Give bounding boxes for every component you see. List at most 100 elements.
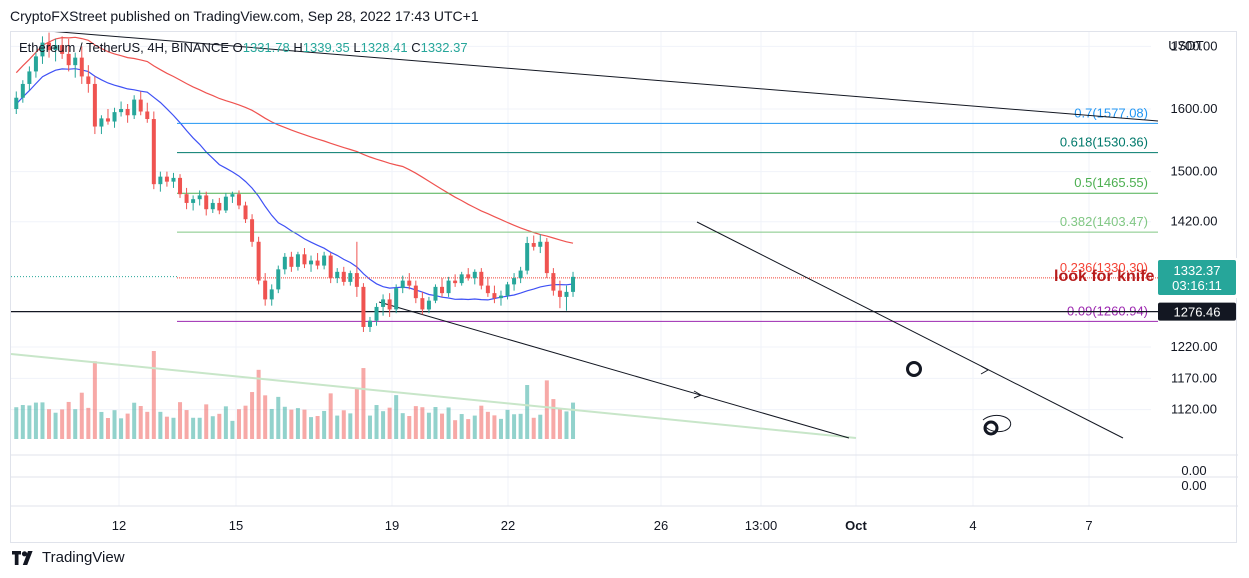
candle-body bbox=[151, 119, 156, 185]
chart-grid bbox=[11, 32, 1238, 507]
candle-body bbox=[99, 118, 104, 127]
volume-bar bbox=[164, 416, 169, 439]
fib-level-label: 0.618(1530.36) bbox=[1060, 135, 1148, 150]
volume-bar bbox=[472, 415, 477, 439]
candle-body bbox=[66, 53, 71, 66]
volume-bar bbox=[263, 395, 268, 439]
candle-body bbox=[413, 285, 418, 299]
lower-channel-line bbox=[378, 301, 850, 439]
volume-bar bbox=[125, 413, 130, 439]
volume-bar bbox=[14, 407, 19, 439]
volume-bar bbox=[446, 407, 451, 439]
candle-body bbox=[525, 243, 530, 271]
volume-bar bbox=[544, 380, 549, 439]
volume-bar bbox=[282, 406, 287, 439]
volume-bar bbox=[250, 392, 255, 439]
volume-tick-label: 0.00 bbox=[1181, 478, 1206, 493]
volume-bar bbox=[341, 410, 346, 439]
volume-bar bbox=[367, 415, 372, 439]
candle-body bbox=[551, 273, 556, 291]
volume-bar bbox=[551, 399, 556, 439]
candle-body bbox=[440, 286, 445, 294]
volume-bar bbox=[485, 411, 490, 439]
bar-countdown: 03:16:11 bbox=[1172, 278, 1222, 293]
volume-bar bbox=[184, 410, 189, 439]
candle-body bbox=[269, 289, 274, 300]
candle-body bbox=[178, 177, 183, 195]
candle-body bbox=[453, 280, 458, 284]
volume-bar bbox=[420, 407, 425, 439]
candle-body bbox=[433, 286, 438, 301]
volume-bar bbox=[151, 351, 156, 439]
slow-moving-average-line bbox=[15, 36, 574, 244]
volume-bar bbox=[315, 416, 320, 439]
candle-body bbox=[512, 278, 517, 285]
footer-brand[interactable]: TradingView bbox=[42, 549, 125, 566]
candle-body bbox=[544, 241, 549, 274]
candle-body bbox=[571, 276, 576, 292]
y-tick-label: 1700.00 bbox=[1171, 38, 1218, 53]
x-tick-label: 4 bbox=[969, 518, 976, 533]
x-tick-label: 12 bbox=[112, 518, 126, 533]
volume-bar bbox=[479, 405, 484, 439]
volume-bar bbox=[276, 396, 281, 439]
candle-body bbox=[381, 299, 386, 307]
y-tick-label: 1120.00 bbox=[1171, 402, 1217, 417]
volume-bar bbox=[138, 406, 143, 439]
volume-bar bbox=[33, 402, 38, 439]
candle-body bbox=[498, 295, 503, 299]
volume-bar bbox=[92, 361, 97, 439]
candle-body bbox=[302, 254, 307, 265]
y-tick-label: 1220.00 bbox=[1171, 339, 1218, 354]
candle-body bbox=[387, 299, 392, 310]
candle-body bbox=[426, 300, 431, 310]
volume-bar bbox=[407, 416, 412, 439]
candle-body bbox=[328, 255, 333, 279]
last-price-badge bbox=[1158, 260, 1236, 295]
candle-body bbox=[472, 271, 477, 279]
legend-c-label: C bbox=[411, 40, 420, 55]
candle-body bbox=[191, 199, 196, 203]
x-tick-label: Oct bbox=[845, 518, 867, 533]
candle-body bbox=[223, 196, 228, 211]
legend-l-label: L bbox=[353, 40, 360, 55]
annotation-text: look for knife bbox=[1054, 268, 1155, 285]
volume-bar bbox=[374, 405, 379, 439]
volume-bar bbox=[40, 402, 45, 439]
moving-averages bbox=[11, 36, 857, 439]
chart-frame[interactable]: 0.7(1577.08) 0.618(1530.36) 0.5(1465.55) 0.… bbox=[10, 31, 1238, 544]
volume-bar bbox=[309, 417, 314, 439]
volume-bar bbox=[394, 395, 399, 439]
fib-level-label: 0.09(1260.94) bbox=[1067, 303, 1148, 318]
candles bbox=[14, 32, 576, 332]
arrow-icon bbox=[693, 390, 703, 399]
legend-low: 1328.41 bbox=[361, 40, 412, 55]
fib-level-label: 0.382(1403.47) bbox=[1060, 214, 1148, 229]
circle-marker-icon bbox=[906, 361, 922, 377]
volume-bar bbox=[348, 413, 353, 439]
candle-body bbox=[86, 76, 91, 84]
volume-bar bbox=[505, 409, 510, 439]
candle-body bbox=[210, 202, 215, 210]
price-chart[interactable]: 0.7(1577.08) 0.618(1530.36) 0.5(1465.55) 0.… bbox=[11, 32, 1238, 544]
legend-close: 1332.37 bbox=[421, 40, 468, 55]
fib-level-label: 0.236(1330.30) bbox=[1060, 260, 1148, 275]
candle-body bbox=[322, 255, 327, 266]
volume-bar bbox=[354, 387, 359, 439]
volume-bar bbox=[145, 411, 150, 439]
volume-bar bbox=[204, 404, 209, 439]
y-tick-label: 1600.00 bbox=[1171, 101, 1218, 116]
candle-body bbox=[407, 280, 412, 286]
candle-body bbox=[341, 271, 346, 282]
candle-body bbox=[125, 109, 130, 116]
volume-bar bbox=[413, 406, 418, 439]
volume-bar bbox=[557, 408, 562, 439]
volume-bar bbox=[99, 411, 104, 439]
candle-body bbox=[348, 273, 353, 282]
fast-moving-average-line bbox=[15, 68, 574, 301]
volume-bar bbox=[381, 411, 386, 439]
candle-body bbox=[518, 270, 523, 279]
candle-body bbox=[236, 194, 241, 206]
tradingview-logo-icon[interactable] bbox=[12, 550, 36, 565]
candle-body bbox=[33, 56, 38, 72]
